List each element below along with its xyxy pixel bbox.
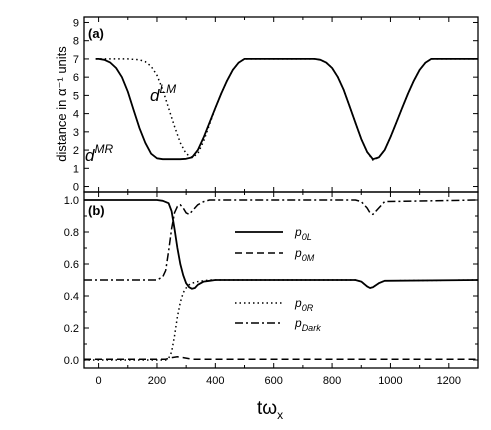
annotation-dLM: dLM [150, 82, 176, 105]
series-dLM [95, 58, 478, 161]
x-axis-label: tωx [257, 398, 283, 422]
y-tick-label: 2 [73, 145, 79, 157]
legend-label-pDark: pDark [294, 316, 321, 333]
panel-a-label: (a) [88, 26, 104, 41]
series-p0L [84, 199, 479, 290]
legend-label-p0M: p0M [294, 246, 315, 263]
y-tick-label: 3 [73, 127, 79, 139]
y-tick-label: 4 [73, 109, 79, 121]
x-tick-label: 1200 [437, 375, 461, 387]
legend: p0L p0M p0R pDark [235, 225, 321, 333]
y-tick-label: 0.8 [64, 227, 79, 239]
y-tick-label: 0 [73, 182, 79, 194]
x-tick-label: 0 [96, 375, 102, 387]
y-tick-label: 0.2 [64, 323, 79, 335]
panel-a-frame [83, 16, 479, 193]
x-tick-label: 1000 [378, 375, 402, 387]
y-tick-label: 6 [73, 72, 79, 84]
x-tick-label: 600 [265, 375, 283, 387]
y-tick-label: 1 [73, 163, 79, 175]
panel-b-label: (b) [88, 203, 105, 218]
x-tick-label: 800 [323, 375, 341, 387]
y-tick-label: 1.0 [64, 195, 79, 207]
x-tick-label: 200 [148, 375, 166, 387]
y-tick-label: 7 [73, 54, 79, 66]
y-tick-label: 0.0 [64, 355, 79, 367]
y-tick-label: 8 [73, 36, 79, 48]
legend-label-p0L: p0L [294, 225, 312, 242]
y-tick-label: 0.6 [64, 259, 79, 271]
legend-label-p0R: p0R [294, 296, 314, 313]
y-axis-label-a: distance in α⁻¹ units [54, 46, 69, 162]
y-tick-label: 9 [73, 17, 79, 29]
panel-b-ticks: 0.0 0.2 0.4 0.6 0.8 1.0 0 200 400 600 800 1000 1200 [64, 192, 478, 387]
y-tick-label: 0.4 [64, 291, 79, 303]
panel-a-ticks: 0 1 2 3 4 5 6 7 8 9 [73, 17, 478, 194]
series-p0R [84, 279, 479, 361]
series-layer [84, 58, 479, 361]
x-tick-label: 400 [206, 375, 224, 387]
series-dMR [95, 58, 478, 161]
series-pDark [84, 199, 479, 281]
y-tick-label: 5 [73, 90, 79, 102]
series-p0M [84, 356, 478, 360]
annotation-dMR: dMR [85, 142, 113, 165]
